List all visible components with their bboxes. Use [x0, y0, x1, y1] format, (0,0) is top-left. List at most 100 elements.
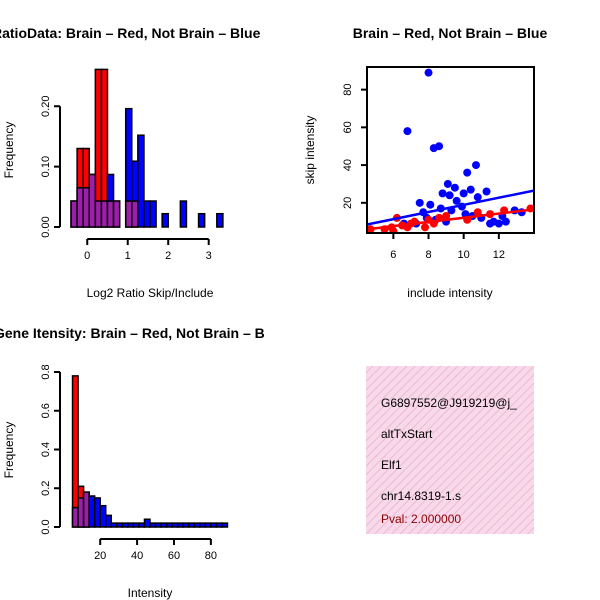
info-event-type-text: altTxStart — [381, 427, 433, 441]
x-tick-label: 2 — [165, 250, 171, 262]
x-tick-label: 8 — [425, 249, 431, 261]
blue-bar — [127, 522, 135, 528]
overlap-bar — [100, 200, 109, 228]
blue-bar — [215, 522, 223, 528]
blue-bar — [149, 200, 157, 228]
intensity-histogram-panel: Gene Itensity: Brain – Red, Not Brain – … — [0, 325, 265, 600]
x-tick-label: 10 — [458, 249, 470, 261]
y-tick-label: 0.0 — [40, 519, 52, 534]
blue-bar — [88, 495, 96, 528]
overlap-bar — [124, 200, 133, 228]
y-tick-label: 0.10 — [40, 156, 52, 177]
blue-point — [463, 168, 472, 177]
blue-point — [415, 198, 424, 207]
y-tick-label: 0.6 — [40, 403, 52, 418]
blue-bar — [165, 522, 173, 528]
info-gene-text: Elf1 — [381, 458, 402, 472]
ratio-histogram-axes: 0.00 0.10 0.20 0 1 2 3 — [40, 96, 212, 262]
blue-fit-line — [367, 189, 534, 226]
blue-bar — [124, 107, 133, 202]
scatter-frame — [366, 66, 535, 234]
overlap-bar — [76, 187, 84, 228]
blue-bar — [187, 522, 196, 528]
y-tick-label: 0.00 — [40, 216, 52, 237]
info-box-hatch — [366, 366, 534, 534]
ratio-histogram-panel: RatioData: Brain – Red, Not Brain – Blue… — [0, 25, 261, 300]
x-tick-label: 1 — [125, 250, 131, 262]
scatter-panel: Brain – Red, Not Brain – Blue 6 8 10 12 20 40… — [303, 25, 547, 300]
red-bar — [71, 375, 79, 528]
blue-bar — [197, 212, 206, 228]
x-tick-label: 40 — [131, 550, 143, 562]
blue-point — [494, 219, 503, 228]
blue-bar — [149, 522, 157, 528]
overlap-bar — [82, 491, 90, 528]
blue-bar — [221, 522, 229, 528]
blue-bar — [143, 518, 151, 528]
scatter-axes: 6 8 10 12 20 40 60 80 — [342, 66, 535, 261]
y-tick-label: 60 — [342, 121, 354, 133]
overlap-bar — [94, 200, 103, 228]
intensity-histogram-title: Gene Itensity: Brain – Red, Not Brain – … — [0, 325, 265, 341]
blue-point — [459, 189, 468, 198]
intensity-histogram-bars — [71, 375, 229, 528]
x-tick-label: 3 — [206, 250, 212, 262]
x-tick-label: 12 — [493, 249, 505, 261]
blue-bar — [131, 160, 139, 202]
red-fit-line — [367, 208, 534, 231]
info-pval-text: Pval: 2.000000 — [381, 512, 461, 526]
blue-point — [450, 183, 459, 192]
scatter-xlabel: include intensity — [407, 286, 492, 300]
blue-bar — [216, 212, 224, 228]
ratio-histogram-bars — [70, 68, 224, 228]
x-tick-label: 80 — [205, 550, 217, 562]
x-tick-label: 6 — [390, 249, 396, 261]
blue-point — [473, 193, 482, 202]
red-point — [421, 223, 430, 232]
red-point — [442, 212, 451, 221]
blue-bar — [179, 200, 188, 228]
red-point — [389, 227, 398, 233]
scatter-title: Brain – Red, Not Brain – Blue — [353, 25, 548, 41]
blue-bar — [176, 522, 184, 528]
blue-bar — [110, 522, 118, 528]
blue-bar — [93, 497, 101, 528]
y-tick-label: 20 — [342, 197, 354, 209]
y-tick-label: 0.8 — [40, 364, 52, 379]
blue-bar — [137, 134, 145, 228]
overlap-bar — [88, 173, 97, 228]
intensity-histogram-axes: 0.0 0.2 0.4 0.6 0.8 20 40 60 80 — [40, 364, 217, 562]
scatter-ylabel: skip intensity — [303, 116, 317, 185]
blue-point — [435, 142, 444, 151]
overlap-bar — [112, 200, 121, 228]
ratio-histogram-ylabel: Frequency — [2, 122, 16, 179]
blue-point — [501, 217, 510, 226]
x-tick-label: 0 — [84, 250, 90, 262]
blue-bar — [160, 522, 168, 528]
info-location-text: chr14.8319-1.s — [381, 489, 461, 503]
blue-bar — [138, 522, 146, 528]
blue-bar — [99, 504, 107, 528]
blue-bar — [210, 522, 218, 528]
blue-point — [486, 219, 495, 228]
overlap-bar — [131, 200, 139, 228]
overlap-bar — [82, 187, 91, 228]
blue-point — [471, 161, 480, 170]
blue-bar — [132, 522, 140, 528]
intensity-histogram-xlabel: Intensity — [128, 586, 173, 600]
blue-bar — [121, 522, 129, 528]
blue-point — [452, 196, 461, 205]
overlap-bar — [77, 497, 85, 528]
ratio-histogram-xlabel: Log2 Ratio Skip/Include — [87, 286, 214, 300]
blue-point — [424, 68, 433, 77]
ratio-histogram-title: RatioData: Brain – Red, Not Brain – Blue — [0, 25, 261, 41]
y-tick-label: 40 — [342, 159, 354, 171]
y-tick-label: 0.2 — [40, 481, 52, 496]
intensity-histogram-ylabel: Frequency — [2, 422, 16, 479]
blue-bar — [143, 200, 151, 228]
info-id-text: G6897552@J919219@j_ — [381, 396, 517, 410]
blue-point — [403, 127, 412, 136]
blue-bar — [182, 522, 190, 528]
